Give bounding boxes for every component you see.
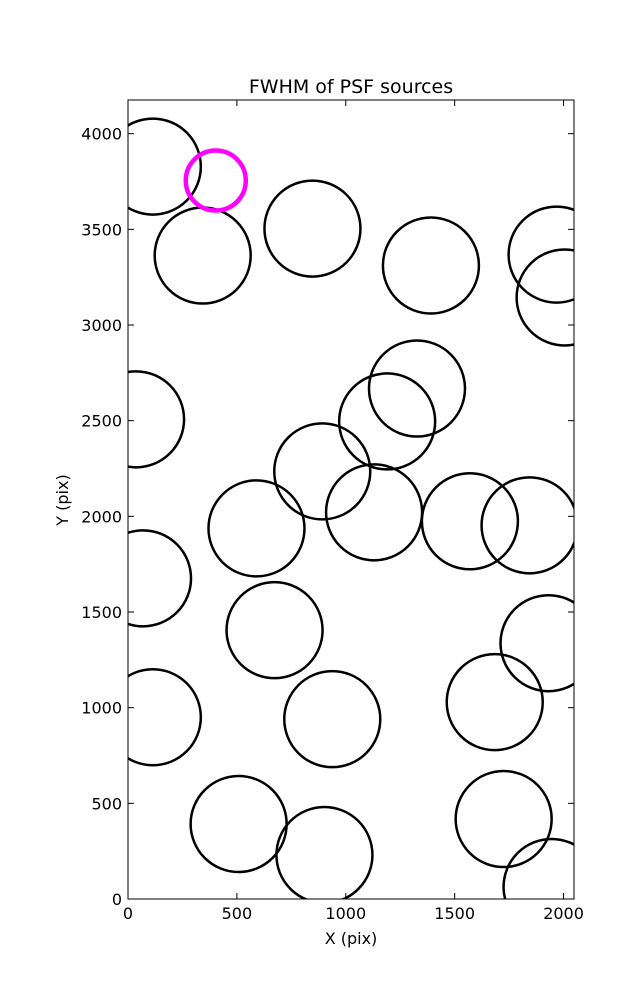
y-tick-label: 3000 <box>81 316 122 335</box>
psf-source <box>275 805 374 899</box>
psf-source <box>515 248 574 347</box>
x-tick-label: 500 <box>222 904 253 923</box>
psf-source <box>337 372 437 471</box>
psf-source <box>502 837 574 899</box>
y-tick-label: 1500 <box>81 603 122 622</box>
psf-source <box>381 216 481 315</box>
highlighted-source <box>183 148 249 213</box>
y-tick-label: 2000 <box>81 507 122 526</box>
y-tick-label: 500 <box>91 794 122 813</box>
y-tick-label: 1000 <box>81 699 122 718</box>
x-axis-label: X (pix) <box>325 929 378 948</box>
chart-title: FWHM of PSF sources <box>249 76 453 98</box>
plot-frame <box>127 99 575 900</box>
psf-source <box>263 179 362 278</box>
psf-source <box>128 667 203 767</box>
y-tick-label: 4000 <box>81 125 122 144</box>
psf-source <box>454 769 553 869</box>
psf-source <box>445 652 544 752</box>
x-tick-label: 2000 <box>543 904 584 923</box>
psf-source <box>283 669 382 769</box>
psf-source <box>507 205 574 304</box>
x-tick-label: 1000 <box>325 904 366 923</box>
x-tick-label: 0 <box>123 904 133 923</box>
y-tick-label: 0 <box>112 890 122 909</box>
psf-source <box>128 529 193 628</box>
psf-source <box>128 117 203 216</box>
y-tick-label: 3500 <box>81 220 122 239</box>
y-tick-label: 2500 <box>81 412 122 431</box>
plot-area <box>128 117 574 899</box>
psf-source <box>367 339 467 438</box>
psf-source <box>225 580 324 680</box>
psf-source <box>420 472 520 571</box>
y-axis-label: Y (pix) <box>53 474 72 526</box>
psf-source <box>128 370 186 469</box>
psf-source <box>207 479 306 578</box>
psf-source <box>499 593 574 693</box>
psf-source <box>273 422 372 521</box>
x-tick-label: 1500 <box>434 904 475 923</box>
psf-source <box>480 476 574 575</box>
